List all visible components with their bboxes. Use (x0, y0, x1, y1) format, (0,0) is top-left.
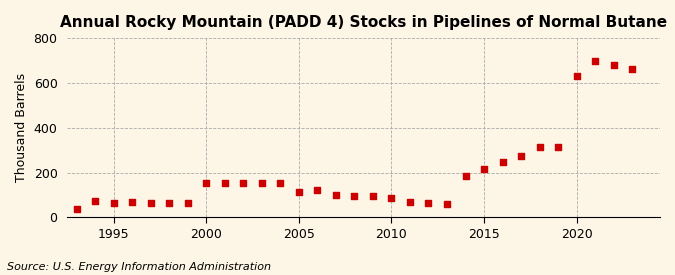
Point (534, 145, 545, 149)
Point (423, 200, 434, 205)
Point (182, 200, 193, 205)
Point (608, 63, 619, 67)
Point (164, 200, 175, 205)
Y-axis label: Thousand Barrels: Thousand Barrels (15, 73, 28, 182)
Point (627, 67, 638, 72)
Point (331, 193, 342, 197)
Point (349, 194, 360, 198)
Point (441, 202, 452, 206)
Title: Annual Rocky Mountain (PADD 4) Stocks in Pipelines of Normal Butane: Annual Rocky Mountain (PADD 4) Stocks in… (60, 15, 667, 30)
Point (571, 74, 582, 78)
Point (90, 198, 101, 203)
Point (386, 196, 397, 200)
Point (367, 194, 378, 198)
Point (553, 145, 564, 149)
Point (71, 207, 82, 212)
Point (127, 199, 138, 204)
Point (479, 167, 489, 171)
Point (516, 153, 526, 158)
Point (404, 199, 415, 204)
Text: Source: U.S. Energy Information Administration: Source: U.S. Energy Information Administ… (7, 262, 271, 272)
Point (460, 174, 471, 178)
Point (294, 189, 304, 194)
Point (497, 160, 508, 165)
Point (238, 180, 248, 185)
Point (590, 58, 601, 63)
Point (108, 200, 119, 205)
Point (275, 180, 286, 185)
Point (145, 200, 156, 205)
Point (256, 180, 267, 185)
Point (219, 180, 230, 185)
Point (312, 188, 323, 193)
Point (200, 180, 211, 185)
